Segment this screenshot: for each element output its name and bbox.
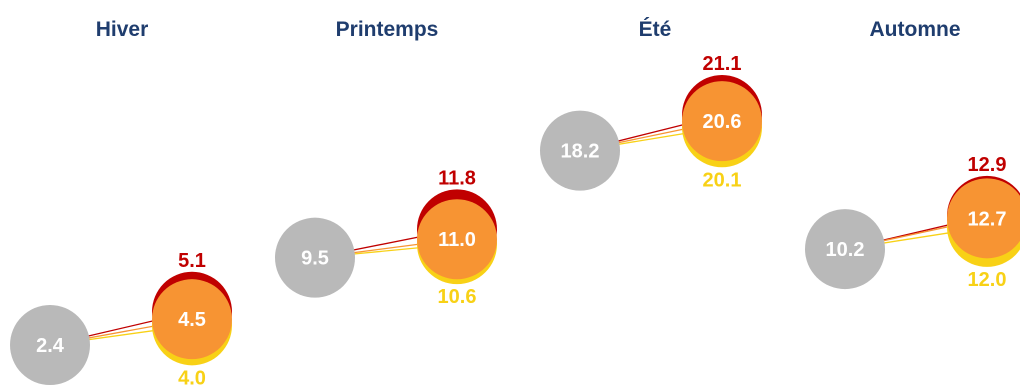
season-title: Automne: [870, 18, 961, 41]
mid-point: [152, 279, 232, 360]
season-title: Printemps: [336, 18, 439, 41]
high-label: 12.9: [968, 154, 1007, 176]
mid-point: [947, 178, 1020, 259]
season-title: Hiver: [96, 18, 149, 41]
low-label: 12.0: [968, 269, 1007, 291]
baseline-label: 9.5: [301, 248, 329, 270]
mid-label: 20.6: [703, 111, 742, 133]
baseline-label: 18.2: [561, 141, 600, 163]
baseline-point: [540, 110, 620, 191]
high-label: 11.8: [438, 167, 476, 189]
high-label: 21.1: [703, 53, 742, 75]
mid-point: [417, 199, 497, 280]
low-label: 20.1: [703, 169, 742, 191]
low-label: 4.0: [178, 367, 206, 387]
baseline-point: [805, 209, 885, 290]
baseline-point: [10, 305, 90, 385]
season-title: Été: [639, 18, 672, 41]
mid-label: 12.7: [968, 208, 1007, 230]
baseline-label: 10.2: [826, 239, 865, 261]
baseline-label: 2.4: [36, 335, 65, 357]
mid-label: 11.0: [438, 229, 476, 251]
low-label: 10.6: [438, 286, 477, 308]
mid-label: 4.5: [178, 309, 206, 331]
mid-point: [682, 81, 762, 162]
baseline-point: [275, 217, 355, 298]
high-label: 5.1: [178, 250, 206, 272]
